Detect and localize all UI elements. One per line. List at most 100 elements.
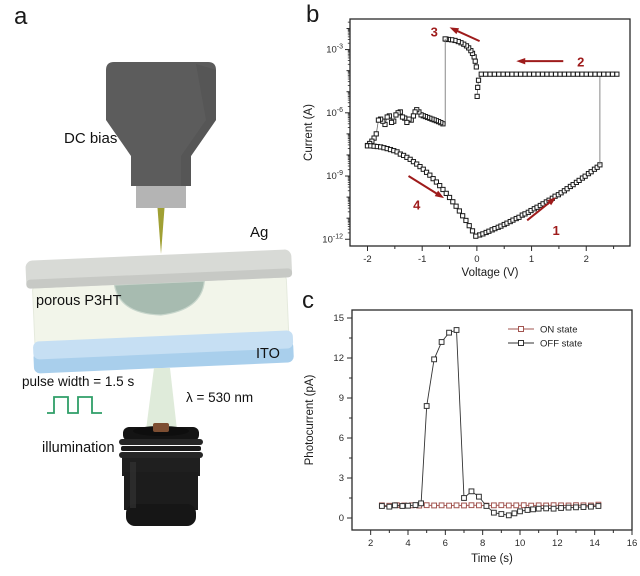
data-point	[520, 502, 527, 509]
data-point	[535, 505, 542, 512]
x-axis-title: Time (s)	[471, 553, 513, 565]
data-point	[418, 500, 424, 507]
data-point	[473, 64, 479, 70]
panel-b-label: b	[306, 1, 320, 28]
data-point	[453, 203, 459, 209]
iv-hysteresis-chart: -2 -1 0 1 2 10-3 10-6 10-9 10-12 Voltage (V) Curre…	[303, 18, 631, 279]
data-point	[483, 503, 490, 509]
data-point	[437, 183, 443, 189]
data-point	[478, 71, 484, 77]
data-point	[522, 71, 528, 77]
sweep-number-2: 2	[577, 55, 584, 70]
data-point	[504, 71, 511, 77]
y-tick-label: 3	[339, 473, 344, 484]
sweep-number-1: 1	[553, 223, 560, 238]
data-point	[490, 502, 497, 509]
x-tick-label: 12	[552, 538, 563, 549]
data-point	[473, 233, 479, 239]
data-point	[558, 505, 564, 511]
branch-line-sweep2-on-state-return	[476, 73, 617, 97]
data-point	[466, 223, 472, 229]
data-point	[446, 502, 452, 509]
data-point	[609, 71, 616, 77]
data-point	[513, 71, 519, 77]
data-point	[375, 117, 382, 123]
data-point	[433, 179, 440, 185]
series-line-OFF-state	[381, 329, 599, 516]
light-beam	[146, 368, 177, 430]
data-point	[595, 503, 602, 509]
data-point	[438, 339, 445, 345]
data-point	[592, 71, 598, 77]
data-point	[596, 71, 602, 77]
data-point	[573, 504, 579, 511]
sweep-arrow-1-head	[547, 197, 557, 206]
data-point	[412, 502, 419, 508]
data-point	[517, 508, 523, 515]
x-tick-label: 4	[405, 538, 410, 549]
data-point	[535, 71, 541, 77]
sweep-arrow-4-shaft	[407, 175, 440, 196]
probe-needle-icon	[157, 208, 165, 254]
data-point	[405, 502, 411, 509]
panel-a-label: a	[14, 3, 28, 30]
x-tick-label: -1	[418, 254, 426, 265]
data-point	[483, 71, 489, 77]
data-point	[511, 510, 518, 517]
dc-bias-label: DC bias	[64, 130, 118, 147]
data-point	[386, 503, 393, 510]
data-point	[505, 502, 512, 509]
data-point	[463, 217, 469, 224]
photocurrent-chart: 2 4 6 8 10 12 14 16 0 3 6 9 12 15 Time (s) Photocurrent…	[304, 309, 638, 565]
data-point	[588, 503, 594, 510]
data-point	[461, 495, 467, 501]
sweep-number-4: 4	[413, 198, 421, 213]
illumination-label: illumination	[42, 440, 115, 456]
branch-line-sweep3-noisy-after-reset	[367, 109, 444, 146]
sweep-arrow-3-head	[449, 27, 460, 35]
data-point	[498, 511, 505, 517]
sweep-arrow-2-head	[516, 57, 526, 65]
data-point	[420, 166, 426, 172]
sweep-arrow-3-shaft	[454, 29, 481, 43]
data-point	[565, 504, 572, 511]
p3ht-dome	[113, 280, 206, 316]
data-point	[526, 71, 532, 77]
data-point	[601, 71, 607, 77]
probe-body-shade	[181, 64, 216, 186]
y-tick-label: 0	[339, 513, 344, 524]
data-point	[544, 71, 550, 77]
data-point	[550, 505, 557, 512]
device-stack	[25, 249, 294, 374]
y-axis-title: Current (A)	[303, 104, 315, 161]
data-point	[548, 71, 554, 77]
data-point	[498, 502, 505, 509]
data-point	[490, 509, 497, 516]
y-tick-label: 15	[333, 313, 344, 324]
sweep-arrow-4-head	[434, 190, 445, 199]
led-chip	[153, 423, 169, 432]
ag-electrode-edge	[26, 268, 293, 289]
x-tick-label: 8	[480, 538, 485, 549]
data-point	[388, 119, 395, 126]
probe-collar	[136, 186, 186, 208]
plot-frame	[351, 309, 633, 531]
data-point	[453, 502, 460, 509]
data-point	[518, 71, 524, 77]
data-point	[423, 403, 430, 409]
data-point	[574, 71, 581, 77]
data-point	[524, 507, 531, 513]
data-point	[430, 176, 436, 182]
data-point	[410, 113, 417, 119]
data-point	[399, 503, 406, 509]
data-point	[579, 71, 585, 77]
branch-line-sweep1-forward-0-to-set	[479, 164, 601, 236]
data-point	[530, 506, 536, 513]
x-tick-label: 16	[627, 538, 638, 549]
data-point	[460, 213, 466, 219]
data-point	[472, 58, 478, 64]
data-point	[561, 71, 567, 77]
x-tick-label: 0	[474, 254, 479, 265]
data-point	[474, 93, 480, 99]
data-point	[404, 119, 410, 126]
